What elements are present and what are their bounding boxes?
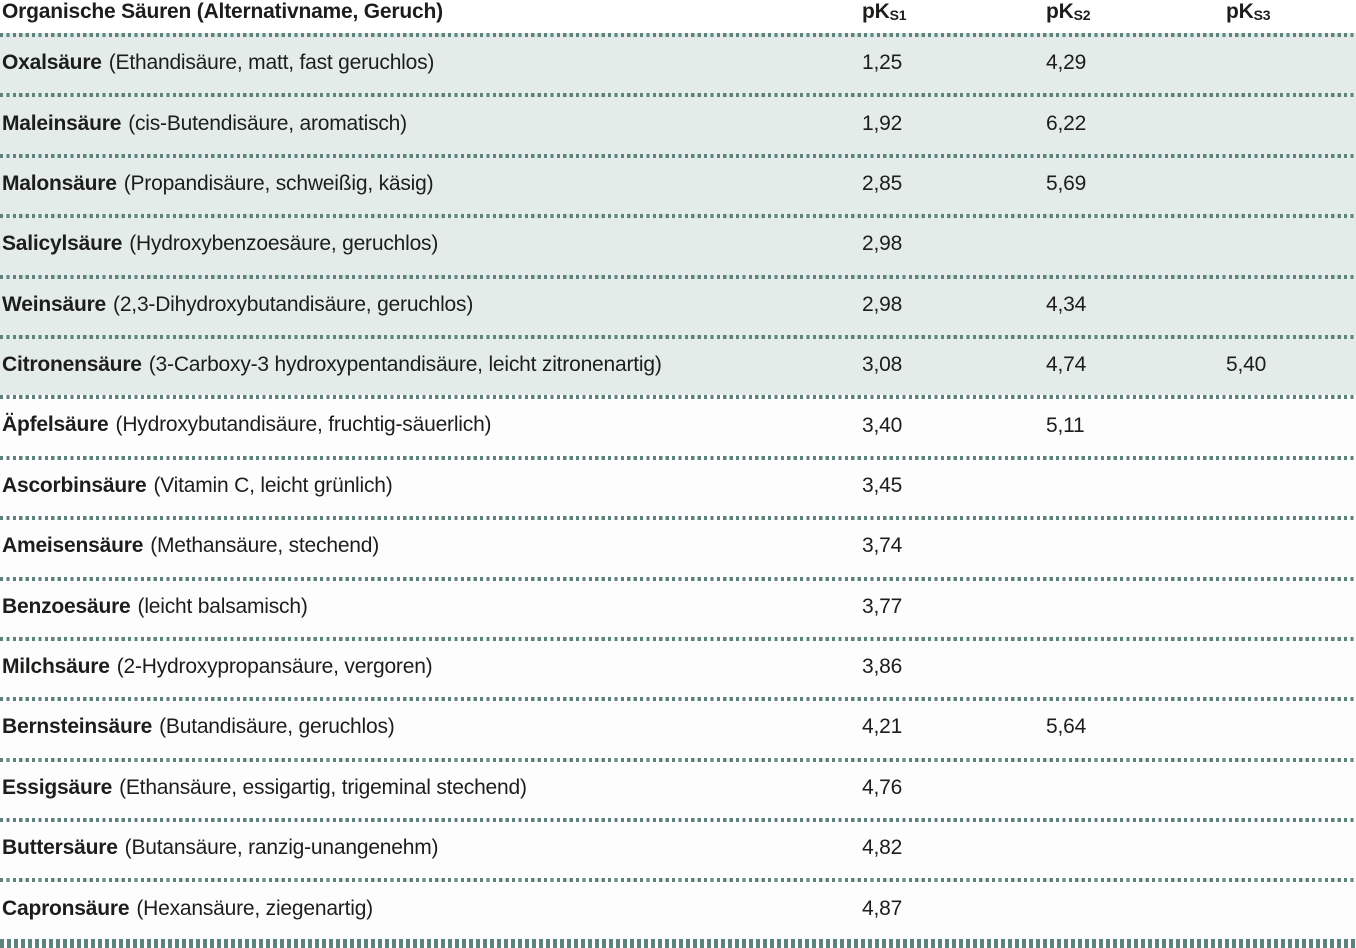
- table-row-maleinsaeure: Maleinsäure (cis-Butendisäure, aromatisch…: [0, 93, 1356, 154]
- acid-name: Malonsäure: [2, 171, 117, 195]
- pks1-value: 3,40: [862, 413, 903, 437]
- pks1-value: 4,87: [862, 896, 903, 920]
- acid-name: Essigsäure: [2, 775, 113, 799]
- acid-name: Weinsäure: [2, 292, 107, 316]
- table-row-citronensaeure: Citronensäure (3-Carboxy-3 hydroxypentand…: [0, 334, 1356, 396]
- acid-desc: (2,3-Dihydroxybutandisäure, geruchlos): [113, 292, 474, 316]
- pks1-value: 4,82: [862, 836, 903, 860]
- table-header-row: Organische Säuren (Alternativname, Geruc…: [0, 0, 1356, 33]
- acid-name: Buttersäure: [2, 836, 118, 860]
- pks2-base: pK: [1046, 0, 1074, 23]
- acid-desc: (leicht balsamisch): [137, 594, 308, 618]
- acid-name: Milchsäure: [2, 655, 110, 679]
- table-row-essigsaeure: Essigsäure (Ethansäure, essigartig, trige…: [0, 757, 1356, 819]
- pks1-value: 3,86: [862, 655, 903, 679]
- acid-desc: (Butansäure, ranzig-unangenehm): [124, 836, 439, 860]
- pks1-value: 4,76: [862, 775, 903, 799]
- pks1-value: 1,25: [862, 51, 903, 75]
- acid-name-cell: Buttersäure (Butansäure, ranzig-unangeneh…: [0, 836, 856, 860]
- acid-name: Salicylsäure: [2, 232, 123, 256]
- table-row-milchsaeure: Milchsäure (2-Hydroxypropansäure, vergore…: [0, 636, 1356, 698]
- pks3-sub: S3: [1253, 7, 1271, 23]
- acid-name-cell: Oxalsäure (Ethandisäure, matt, fast geruc…: [0, 51, 856, 75]
- acid-name: Maleinsäure: [2, 111, 122, 135]
- acid-name: Ascorbinsäure: [2, 473, 147, 497]
- table-row-salicylsaeure: Salicylsäure (Hydroxybenzoesäure, geruchl…: [0, 214, 1356, 275]
- table-row-capronsaeure: Capronsäure (Hexansäure, ziegenartig) 4,8…: [0, 878, 1356, 939]
- acid-name-cell: Malonsäure (Propandisäure, schweißig, käs…: [0, 172, 856, 196]
- acid-name-cell: Essigsäure (Ethansäure, essigartig, trige…: [0, 776, 856, 800]
- acid-desc: (Hexansäure, ziegenartig): [136, 896, 373, 920]
- acid-name-cell: Weinsäure (2,3-Dihydroxybutandisäure, ger…: [0, 293, 856, 317]
- pks1-value: 3,77: [862, 594, 903, 618]
- pks1-base: pK: [862, 0, 890, 23]
- acid-desc: (Ethandisäure, matt, fast geruchlos): [108, 51, 435, 75]
- acid-name-cell: Capronsäure (Hexansäure, ziegenartig): [0, 897, 856, 921]
- acid-desc: (Butandisäure, geruchlos): [159, 715, 395, 739]
- table-row-bernsteinsaeure: Bernsteinsäure (Butandisäure, geruchlos) …: [0, 697, 1356, 758]
- acid-desc: (Ethansäure, essigartig, trigeminal stec…: [119, 775, 527, 799]
- acid-desc: (2-Hydroxypropansäure, vergoren): [116, 655, 433, 679]
- acid-name-cell: Milchsäure (2-Hydroxypropansäure, vergore…: [0, 655, 856, 679]
- pks3-base: pK: [1226, 0, 1254, 23]
- pks1-value: 1,92: [862, 111, 903, 135]
- pks2-sub: S2: [1073, 7, 1091, 23]
- table-title: Organische Säuren (Alternativname, Geruc…: [2, 0, 443, 23]
- pks2-value: 4,34: [1046, 292, 1087, 316]
- acid-name: Capronsäure: [2, 896, 130, 920]
- pks3-value: 5,40: [1226, 353, 1267, 377]
- table-row-aepfelsaeure: Äpfelsäure (Hydroxybutandisäure, fruchtig…: [0, 395, 1356, 456]
- acid-name: Benzoesäure: [2, 594, 131, 618]
- pks1-value: 4,21: [862, 715, 903, 739]
- pks1-value: 2,85: [862, 171, 903, 195]
- acid-desc: (Vitamin C, leicht grünlich): [153, 473, 393, 497]
- acid-name: Oxalsäure: [2, 51, 102, 75]
- table-bottom-border: [0, 938, 1356, 948]
- acid-name-cell: Salicylsäure (Hydroxybenzoesäure, geruchl…: [0, 232, 856, 256]
- pks1-value: 3,74: [862, 534, 903, 558]
- acid-name: Ameisensäure: [2, 534, 144, 558]
- acid-name-cell: Ameisensäure (Methansäure, stechend): [0, 534, 856, 558]
- table-row-ameisensaeure: Ameisensäure (Methansäure, stechend) 3,74: [0, 516, 1356, 577]
- acid-name-cell: Ascorbinsäure (Vitamin C, leicht grünlich…: [0, 474, 856, 498]
- table-row-malonsaeure: Malonsäure (Propandisäure, schweißig, käs…: [0, 153, 1356, 215]
- pks1-value: 3,08: [862, 353, 903, 377]
- acid-desc: (Hydroxybenzoesäure, geruchlos): [129, 232, 439, 256]
- table-row-weinsaeure: Weinsäure (2,3-Dihydroxybutandisäure, ger…: [0, 274, 1356, 335]
- header-title-cell: Organische Säuren (Alternativname, Geruc…: [0, 0, 856, 24]
- acid-name-cell: Benzoesäure (leicht balsamisch): [0, 595, 856, 619]
- pks2-value: 5,69: [1046, 171, 1087, 195]
- pks1-value: 3,45: [862, 473, 903, 497]
- acid-desc: (cis-Butendisäure, aromatisch): [128, 111, 407, 135]
- acid-name-cell: Citronensäure (3-Carboxy-3 hydroxypentand…: [0, 353, 856, 377]
- table-row-oxalsaeure: Oxalsäure (Ethandisäure, matt, fast geruc…: [0, 33, 1356, 94]
- acid-name: Citronensäure: [2, 353, 142, 377]
- pks2-value: 6,22: [1046, 111, 1087, 135]
- acid-desc: (Propandisäure, schweißig, käsig): [123, 171, 434, 195]
- acid-name: Bernsteinsäure: [2, 715, 153, 739]
- pks2-value: 4,74: [1046, 353, 1087, 377]
- pks1-value: 2,98: [862, 232, 903, 256]
- pks2-value: 4,29: [1046, 51, 1087, 75]
- table-row-buttersaeure: Buttersäure (Butansäure, ranzig-unangeneh…: [0, 818, 1356, 879]
- pks2-value: 5,64: [1046, 715, 1087, 739]
- acid-name: Äpfelsäure: [2, 413, 109, 437]
- pks2-value: 5,11: [1046, 413, 1085, 437]
- column-header-pks1: pKS1: [856, 0, 1040, 24]
- acid-desc: (3-Carboxy-3 hydroxypentandisäure, leich…: [148, 353, 662, 377]
- table-row-benzoesaeure: Benzoesäure (leicht balsamisch) 3,77: [0, 576, 1356, 637]
- pks1-sub: S1: [889, 7, 907, 23]
- acid-name-cell: Bernsteinsäure (Butandisäure, geruchlos): [0, 715, 856, 739]
- table-row-ascorbinsaeure: Ascorbinsäure (Vitamin C, leicht grünlich…: [0, 455, 1356, 517]
- column-header-pks3: pKS3: [1220, 0, 1356, 24]
- acid-name-cell: Maleinsäure (cis-Butendisäure, aromatisch…: [0, 112, 856, 136]
- acid-desc: (Hydroxybutandisäure, fruchtig-säuerlich…: [115, 413, 492, 437]
- acid-desc: (Methansäure, stechend): [150, 534, 380, 558]
- acid-name-cell: Äpfelsäure (Hydroxybutandisäure, fruchtig…: [0, 413, 856, 437]
- pks1-value: 2,98: [862, 292, 903, 316]
- column-header-pks2: pKS2: [1040, 0, 1220, 24]
